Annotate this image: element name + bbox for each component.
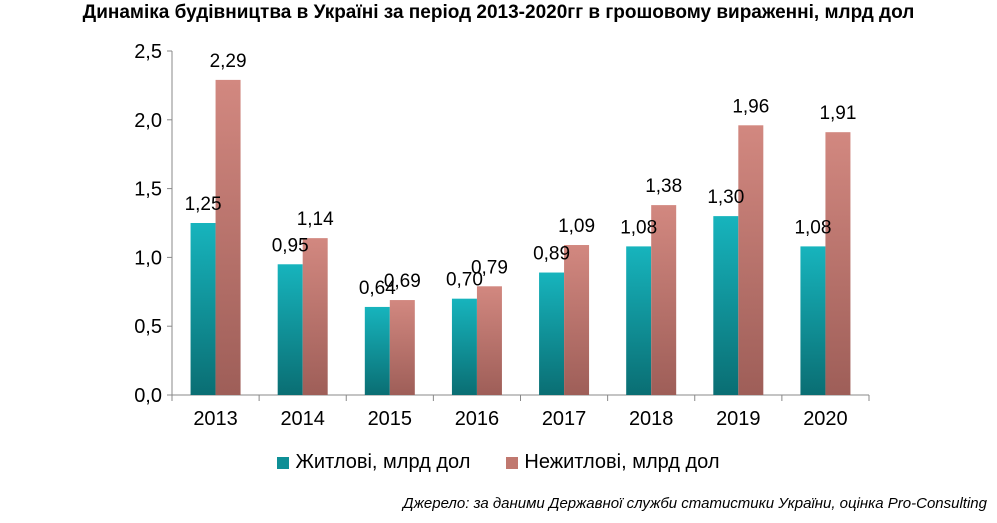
bar-residential	[190, 223, 216, 395]
legend-swatch-nonresidential	[506, 456, 519, 469]
data-label-nonresidential: 0,79	[471, 257, 508, 278]
y-tick-label: 0,0	[134, 385, 162, 407]
data-label-nonresidential: 2,29	[210, 51, 247, 72]
y-tick-label: 1,0	[134, 247, 162, 269]
data-label-residential: 0,70	[446, 270, 483, 291]
data-label-residential: 1,08	[620, 217, 657, 238]
data-label-nonresidential: 0,69	[384, 271, 421, 292]
data-label-residential: 0,64	[359, 278, 396, 299]
bar-nonresidential	[215, 79, 241, 396]
data-label-residential: 0,89	[533, 244, 570, 265]
x-tick-label: 2017	[542, 408, 587, 430]
x-tick-label: 2019	[716, 408, 761, 430]
bar-residential	[713, 216, 739, 395]
legend-label-nonresidential: Нежитлові, млрд дол	[524, 451, 720, 473]
legend-item-residential: Житлові, млрд дол	[277, 451, 470, 474]
data-label-residential: 1,25	[185, 194, 222, 215]
data-label-residential: 0,95	[272, 235, 309, 256]
bar-residential	[277, 264, 303, 395]
bar-nonresidential	[476, 286, 502, 395]
bar-residential	[626, 246, 652, 395]
y-tick-label: 1,5	[134, 179, 162, 201]
x-tick-label: 2018	[629, 408, 674, 430]
bar-chart: 0,0 0,5 1,0 1,5 2,0 2,5 2013 2014 2015 2016 2017 20…	[134, 41, 870, 430]
data-label-residential: 1,08	[794, 217, 831, 238]
bar-nonresidential	[302, 238, 328, 395]
bar-nonresidential	[389, 300, 415, 395]
data-label-nonresidential: 1,14	[297, 209, 334, 230]
y-tick-label: 0,5	[134, 316, 162, 338]
data-label-residential: 1,30	[707, 187, 744, 208]
data-label-nonresidential: 1,96	[732, 96, 769, 117]
bar-nonresidential	[651, 205, 677, 395]
y-tick-label: 2,0	[134, 110, 162, 132]
legend-item-nonresidential: Нежитлові, млрд дол	[506, 451, 720, 474]
bar-nonresidential	[738, 125, 764, 395]
x-tick-label: 2020	[803, 408, 848, 430]
bar-nonresidential	[564, 245, 590, 395]
source-note: Джерело: за даними Державної служби стат…	[403, 495, 987, 512]
data-label-nonresidential: 1,09	[558, 216, 595, 237]
bar-nonresidential	[825, 132, 851, 395]
legend-label-residential: Житлові, млрд дол	[295, 451, 471, 473]
bar-residential	[800, 246, 826, 395]
y-tick-label: 2,5	[134, 41, 162, 63]
data-label-nonresidential: 1,91	[819, 103, 856, 124]
x-tick-label: 2014	[280, 408, 325, 430]
x-tick-label: 2015	[368, 408, 413, 430]
legend: Житлові, млрд дол Нежитлові, млрд дол	[0, 451, 997, 474]
x-tick-label: 2016	[455, 408, 500, 430]
chart-title: Динаміка будівництва в Україні за період…	[82, 2, 915, 23]
bar-residential	[364, 306, 390, 395]
legend-swatch-residential	[277, 456, 290, 469]
bar-residential	[539, 272, 565, 395]
bar-residential	[451, 298, 477, 395]
x-tick-label: 2013	[193, 408, 238, 430]
data-label-nonresidential: 1,38	[645, 176, 682, 197]
